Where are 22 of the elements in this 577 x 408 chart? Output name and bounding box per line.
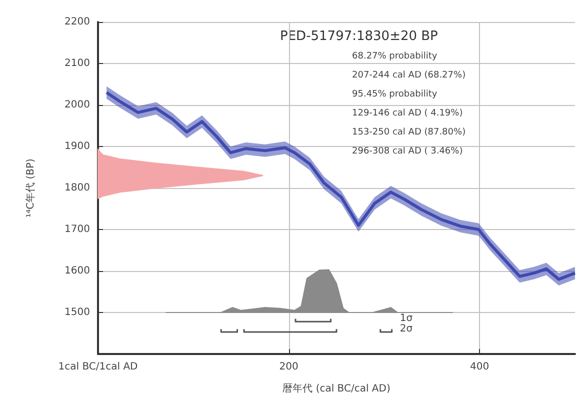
x-axis-title: 暦年代 (cal BC/cal AD) [282,382,390,394]
annotation: 68.27% probability [352,52,438,62]
annotation: 95.45% probability [352,90,438,100]
annotation: 153-250 cal AD (87.80%) [352,128,466,138]
y-tick-label: 1600 [64,266,90,276]
y-tick-label: 1700 [64,224,90,235]
annotation: 129-146 cal AD ( 4.19%) [352,108,463,118]
text: 1σ [400,313,414,324]
y-tick-label: 1900 [64,141,90,152]
annotation: 296-308 cal AD ( 3.46%) [352,146,463,156]
x-tick-label: 400 [470,362,490,372]
y-tick-label: 2000 [64,100,90,110]
series-label: 2σ [400,324,414,335]
y-tick-label: 2100 [64,58,90,69]
text: PED-51797:1830±20 BP [280,29,438,44]
y-tick-label: 1800 [64,182,90,194]
x-tick-label: 1cal BC/1cal AD [58,362,138,372]
y-tick-label: 2200 [64,16,90,28]
x-tick-label: 200 [279,362,298,372]
y-tick-label: 1500 [64,307,90,318]
y-axis-title: ¹⁴C年代 (BP) [24,158,36,218]
annotation: 207-244 cal AD (68.27%) [352,70,466,80]
